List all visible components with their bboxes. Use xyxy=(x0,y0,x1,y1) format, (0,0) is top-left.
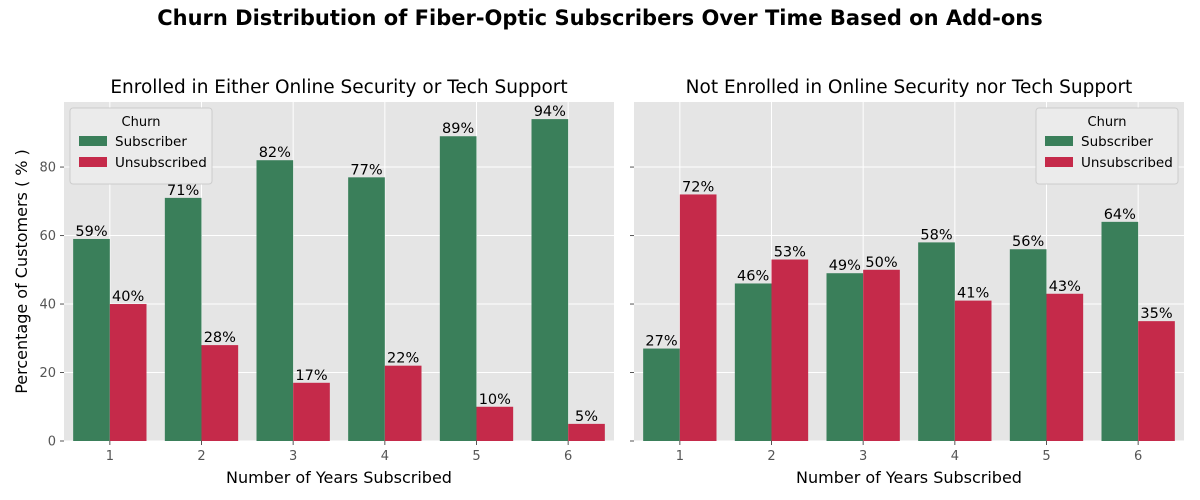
data-label: 17% xyxy=(295,368,327,384)
data-label: 35% xyxy=(1140,306,1172,322)
y-axis-label: Percentage of Customers ( % ) xyxy=(12,149,31,394)
data-label: 72% xyxy=(682,179,714,195)
x-tick-label: 5 xyxy=(1042,449,1050,464)
data-label: 50% xyxy=(865,255,897,271)
legend-label: Subscriber xyxy=(115,134,187,150)
bar-unsubscribed-year-5 xyxy=(1046,293,1084,441)
bar-subscriber-year-3 xyxy=(826,273,864,441)
legend-swatch-unsubscribed xyxy=(1045,157,1073,167)
bar-subscriber-year-4 xyxy=(348,177,385,442)
x-tick-label: 1 xyxy=(676,449,684,464)
y-tick-label: 40 xyxy=(39,298,56,313)
legend-label: Unsubscribed xyxy=(1081,155,1173,171)
data-label: 46% xyxy=(737,268,769,284)
bar-subscriber-year-5 xyxy=(439,136,477,441)
legend-swatch-subscriber xyxy=(79,136,107,146)
bar-subscriber-year-6 xyxy=(531,119,569,441)
bar-subscriber-year-1 xyxy=(73,238,110,441)
data-label: 94% xyxy=(534,104,566,120)
x-axis-label: Number of Years Subscribed xyxy=(226,468,452,487)
data-label: 58% xyxy=(920,227,952,243)
chart-panel-2: 27% 72% 1 46% 53% 2 49% 50% 3 58% 41% 4 56% 43% 5 64% 35… xyxy=(630,77,1184,487)
chart-title: Enrolled in Either Online Security or Te… xyxy=(110,77,567,98)
bar-unsubscribed-year-2 xyxy=(771,259,809,441)
y-tick-label: 0 xyxy=(48,435,56,450)
data-label: 56% xyxy=(1012,234,1044,250)
x-tick-label: 4 xyxy=(951,449,959,464)
bar-subscriber-year-1 xyxy=(643,348,680,441)
data-label: 43% xyxy=(1049,279,1081,295)
data-label: 27% xyxy=(645,334,677,350)
bar-unsubscribed-year-1 xyxy=(109,304,147,441)
bar-unsubscribed-year-3 xyxy=(293,382,330,441)
bar-subscriber-year-6 xyxy=(1101,221,1139,441)
legend-swatch-subscriber xyxy=(1045,136,1073,146)
data-label: 59% xyxy=(75,224,107,240)
data-label: 40% xyxy=(112,289,144,305)
bar-subscriber-year-4 xyxy=(918,242,955,441)
y-tick-label: 60 xyxy=(39,229,56,244)
data-label: 22% xyxy=(387,351,419,367)
legend-label: Subscriber xyxy=(1081,134,1153,150)
x-tick-label: 5 xyxy=(472,449,480,464)
y-tick-label: 20 xyxy=(39,366,56,381)
x-tick-label: 3 xyxy=(289,449,297,464)
bar-unsubscribed-year-6 xyxy=(1138,321,1175,441)
data-label: 77% xyxy=(350,162,382,178)
x-axis-label: Number of Years Subscribed xyxy=(796,468,1022,487)
data-label: 82% xyxy=(259,145,291,161)
data-label: 49% xyxy=(829,258,861,274)
legend-label: Unsubscribed xyxy=(115,155,207,171)
bar-subscriber-year-2 xyxy=(734,283,772,441)
legend: Churn Subscriber Unsubscribed xyxy=(1035,107,1179,185)
x-tick-label: 6 xyxy=(564,449,572,464)
data-label: 10% xyxy=(479,392,511,408)
bar-unsubscribed-year-2 xyxy=(201,345,239,441)
data-label: 5% xyxy=(575,409,598,425)
x-tick-label: 2 xyxy=(197,449,205,464)
bar-unsubscribed-year-4 xyxy=(384,365,422,441)
legend-swatch-unsubscribed xyxy=(79,157,107,167)
chart-panel-1: 0 20 40 60 80 59% 40% 1 71% 28% 2 82% 17% 3 77% 22% 4 89%… xyxy=(12,77,614,487)
bar-unsubscribed-year-6 xyxy=(568,423,605,441)
bar-unsubscribed-year-4 xyxy=(954,300,992,441)
x-tick-label: 6 xyxy=(1134,449,1142,464)
data-label: 53% xyxy=(774,245,806,261)
y-tick-label: 80 xyxy=(39,161,56,176)
figure-title: Churn Distribution of Fiber-Optic Subscr… xyxy=(157,6,1043,30)
data-label: 28% xyxy=(204,330,236,346)
data-label: 41% xyxy=(957,286,989,302)
bar-unsubscribed-year-1 xyxy=(679,194,717,441)
bar-subscriber-year-5 xyxy=(1009,249,1047,441)
bar-subscriber-year-3 xyxy=(256,160,294,441)
x-tick-label: 4 xyxy=(381,449,389,464)
x-tick-label: 3 xyxy=(859,449,867,464)
legend-title: Churn xyxy=(1088,115,1127,130)
data-label: 71% xyxy=(167,183,199,199)
bar-unsubscribed-year-5 xyxy=(476,406,514,441)
bar-subscriber-year-2 xyxy=(164,197,202,441)
legend-title: Churn xyxy=(122,115,161,130)
data-label: 89% xyxy=(442,121,474,137)
x-tick-label: 2 xyxy=(767,449,775,464)
chart-title: Not Enrolled in Online Security nor Tech… xyxy=(686,77,1133,98)
x-tick-label: 1 xyxy=(106,449,114,464)
bar-unsubscribed-year-3 xyxy=(863,269,900,441)
data-label: 64% xyxy=(1104,207,1136,223)
legend: Churn Subscriber Unsubscribed xyxy=(69,107,213,185)
